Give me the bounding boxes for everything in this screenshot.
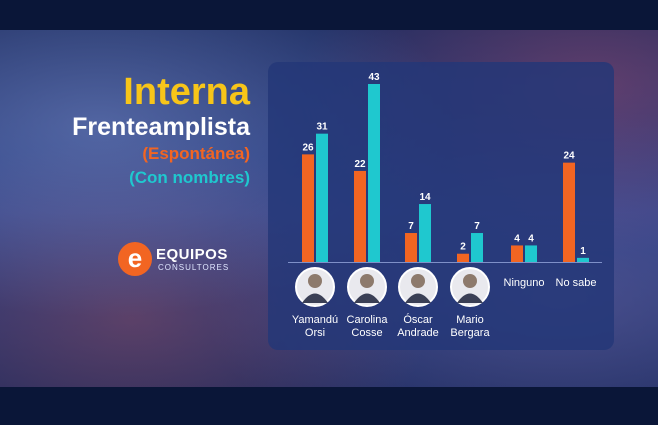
data-label-named-3: 7	[474, 221, 480, 232]
chart-panel: 26 31 Yamandú Orsi 22 43 Carolina Cosse 7 14 Óscar…	[268, 62, 614, 350]
tick-label-0-1: Orsi	[305, 327, 325, 339]
tick-label-0-0: Yamandú	[292, 314, 338, 326]
data-label-spontaneous-3: 2	[460, 242, 466, 253]
data-label-named-2: 14	[419, 192, 431, 203]
candidate-photo-head-3	[463, 274, 477, 288]
bottom-band	[0, 387, 658, 425]
candidate-photo-body-1	[354, 293, 380, 303]
tick-label-1-0: Carolina	[347, 314, 389, 326]
tick-label-3-1: Bergara	[450, 327, 490, 339]
chart-subtitle: Frenteamplista	[72, 113, 250, 141]
bar-spontaneous-3	[457, 253, 469, 262]
bar-spontaneous-1	[354, 170, 366, 262]
data-label-spontaneous-2: 7	[408, 221, 414, 232]
bar-spontaneous-4	[511, 245, 523, 262]
title-block: Interna Frenteamplista (Espontánea) (Con…	[28, 72, 250, 190]
data-label-spontaneous-5: 24	[563, 151, 575, 162]
tick-label-1-1: Cosse	[351, 327, 382, 339]
data-label-spontaneous-0: 26	[302, 142, 314, 153]
tick-label-2-0: Óscar	[403, 313, 433, 326]
candidate-photo-body-0	[302, 293, 328, 303]
chart-title: Interna	[123, 71, 250, 113]
logo-name: EQUIPOS	[156, 246, 228, 263]
bar-named-5	[577, 257, 589, 262]
bar-named-4	[525, 245, 537, 262]
candidate-photo-head-2	[411, 274, 425, 288]
bar-named-0	[316, 133, 328, 262]
top-band	[0, 0, 658, 30]
candidate-photo-body-2	[405, 293, 431, 303]
bar-spontaneous-5	[563, 162, 575, 262]
candidate-photo-head-0	[308, 274, 322, 288]
tick-label-4-0: Ninguno	[504, 277, 545, 289]
bar-named-2	[419, 204, 431, 262]
bar-spontaneous-2	[405, 233, 417, 262]
candidate-photo-body-3	[457, 293, 483, 303]
data-label-named-1: 43	[368, 72, 380, 83]
bar-spontaneous-0	[302, 154, 314, 262]
tick-label-3-0: Mario	[456, 314, 484, 326]
bar-chart: 2631YamandúOrsi2243CarolinaCosse714Óscar…	[288, 72, 602, 339]
legend-spontaneous: (Espontánea)	[142, 144, 250, 163]
logo-sub: CONSULTORES	[158, 263, 230, 272]
tick-label-2-1: Andrade	[397, 327, 439, 339]
data-label-named-4: 4	[528, 233, 534, 244]
tick-label-5-0: No sabe	[556, 277, 597, 289]
equipos-logo: e EQUIPOS CONSULTORES	[118, 240, 238, 280]
data-label-spontaneous-1: 22	[354, 159, 366, 170]
logo-e-icon: e	[118, 242, 152, 276]
candidate-photo-head-1	[360, 274, 374, 288]
legend-named: (Con nombres)	[129, 168, 250, 187]
data-label-named-5: 1	[580, 246, 586, 257]
data-label-spontaneous-4: 4	[514, 233, 520, 244]
data-label-named-0: 31	[316, 122, 328, 133]
bar-named-1	[368, 84, 380, 262]
bar-named-3	[471, 233, 483, 262]
